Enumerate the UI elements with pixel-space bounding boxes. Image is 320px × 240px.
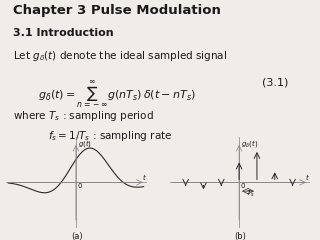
Text: Let $g_{\delta}(t)$ denote the ideal sampled signal: Let $g_{\delta}(t)$ denote the ideal sam… <box>13 49 227 63</box>
Text: $0$: $0$ <box>77 181 83 190</box>
Text: $T_s$: $T_s$ <box>246 189 255 199</box>
Text: $t$: $t$ <box>142 172 147 182</box>
Text: $g_{\delta}(t) = \sum_{n=-\infty}^{\infty} g(nT_s)\, \delta(t - nT_s)$: $g_{\delta}(t) = \sum_{n=-\infty}^{\inft… <box>38 78 196 109</box>
Text: 3.1 Introduction: 3.1 Introduction <box>13 28 113 38</box>
Text: $0$: $0$ <box>240 181 246 190</box>
Text: (a): (a) <box>71 232 83 240</box>
Text: (b): (b) <box>234 232 246 240</box>
Text: $t$: $t$ <box>305 172 310 182</box>
Text: Chapter 3 Pulse Modulation: Chapter 3 Pulse Modulation <box>13 4 221 17</box>
Text: where $T_s$ : sampling period: where $T_s$ : sampling period <box>13 108 154 123</box>
Text: $f_s = 1/T_s$ : sampling rate: $f_s = 1/T_s$ : sampling rate <box>48 129 172 144</box>
Text: (3.1): (3.1) <box>262 78 289 88</box>
Text: $g_{\delta}(t)$: $g_{\delta}(t)$ <box>241 138 259 149</box>
Text: $g(t)$: $g(t)$ <box>78 138 92 149</box>
